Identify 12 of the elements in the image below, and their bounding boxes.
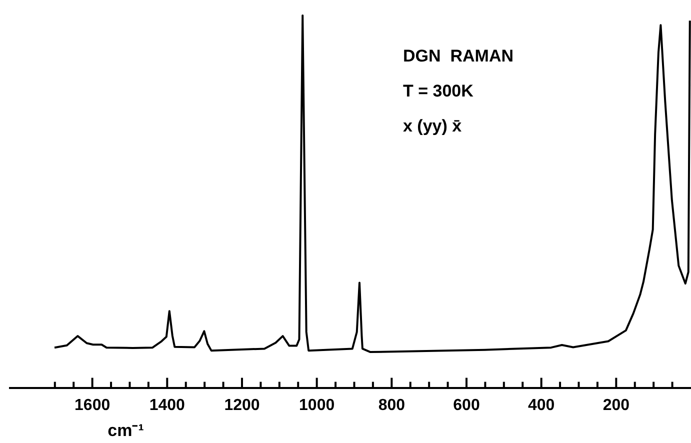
x-axis-title: cm⁻¹	[108, 421, 144, 440]
x-tick-label: 1600	[74, 396, 110, 414]
annotation: x (yy) x̄	[403, 116, 462, 136]
x-tick-label: 400	[528, 396, 555, 414]
x-tick-label: 1400	[149, 396, 186, 414]
annotation: DGN RAMAN	[403, 46, 514, 66]
x-tick-label: 1000	[299, 396, 335, 414]
x-tick-label: 600	[453, 396, 480, 414]
annotation: T = 300K	[403, 82, 474, 101]
x-tick-label: 1200	[224, 396, 260, 414]
x-tick-label: 800	[378, 396, 406, 414]
x-tick-label: 200	[602, 396, 630, 414]
